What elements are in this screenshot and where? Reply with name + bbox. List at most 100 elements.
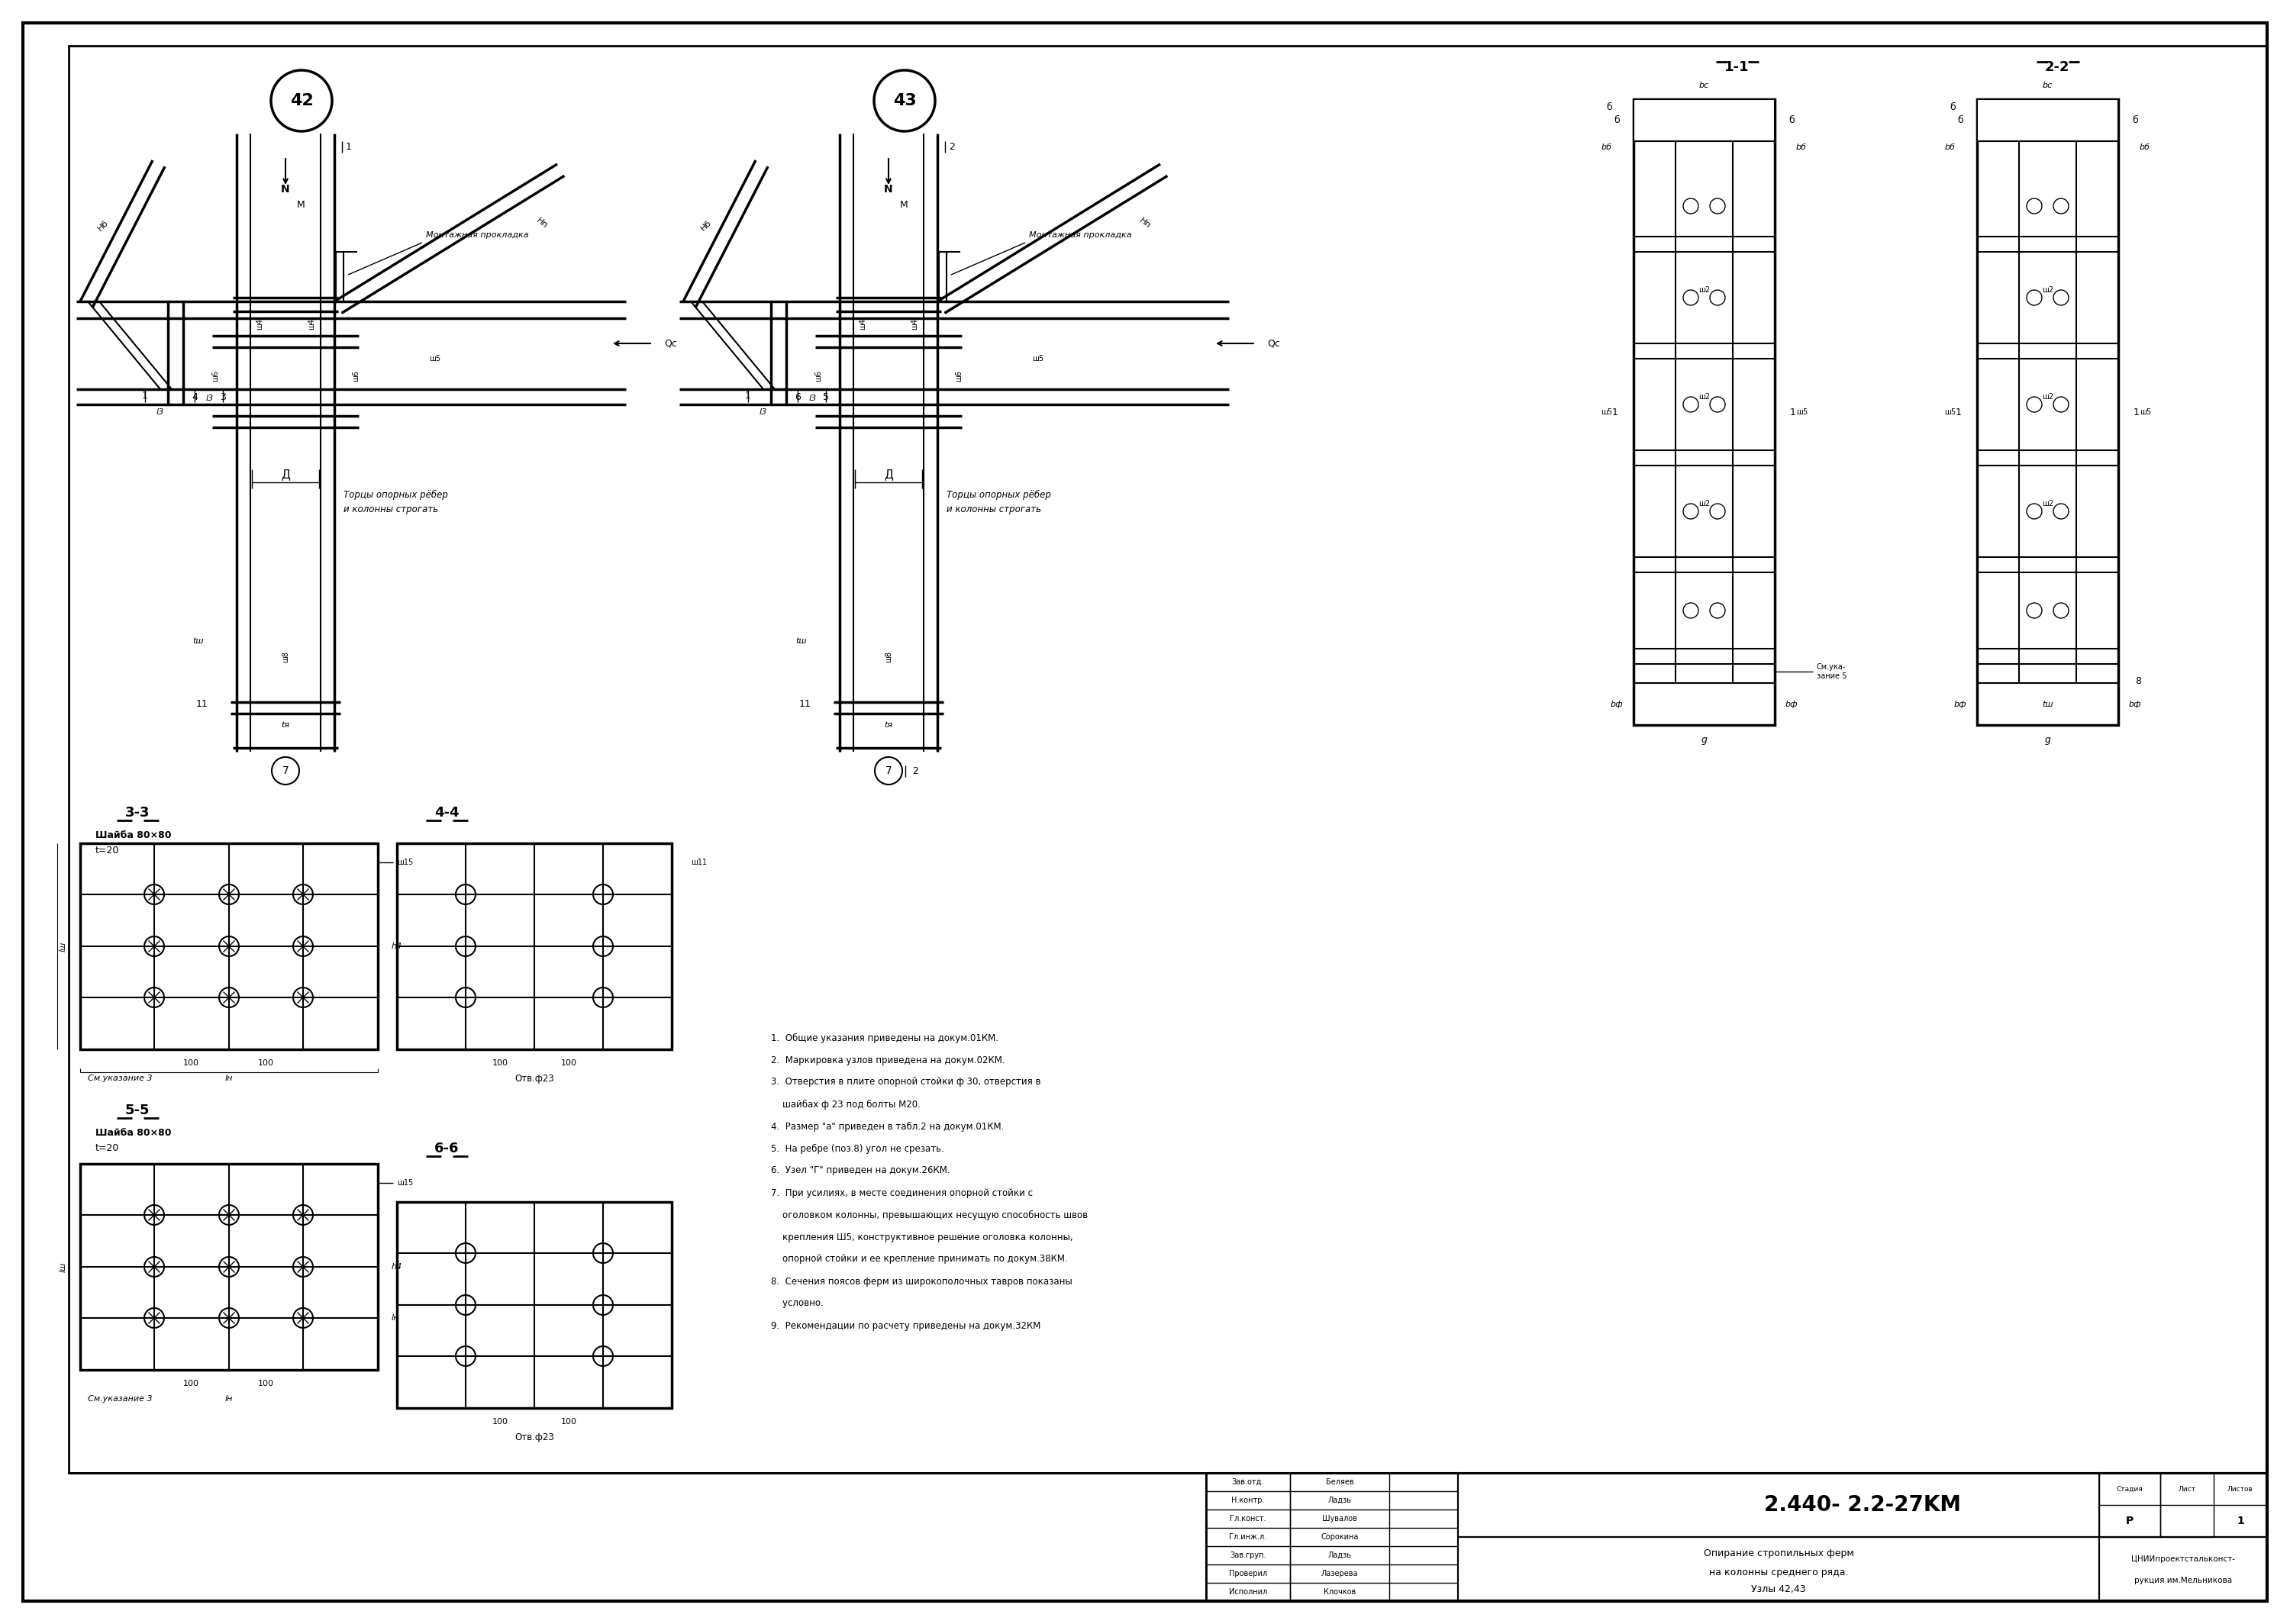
Text: lн: lн [392,1314,398,1322]
Text: g: g [1701,736,1706,745]
Text: Зав.отд.: Зав.отд. [1232,1478,1264,1486]
Text: ш6: ш6 [211,370,220,382]
Text: ш6: ш6 [353,370,360,382]
Text: h4: h4 [392,1263,403,1270]
Text: Нп: Нп [1138,216,1152,229]
Text: 1: 1 [2134,408,2139,417]
Text: l3: l3 [808,395,818,403]
Text: ЦНИИпроектстальконст-: ЦНИИпроектстальконст- [2132,1556,2235,1564]
Text: Qc: Qc [664,338,678,349]
Text: l3: l3 [156,408,165,416]
Text: б: б [2132,115,2139,125]
Text: Нб: Нб [698,218,712,232]
Text: Стадия: Стадия [2116,1486,2143,1492]
Text: lн: lн [224,1075,234,1082]
Text: Опирание стропильных ферм: Опирание стропильных ферм [1704,1548,1853,1557]
Text: Нп: Нп [536,216,550,229]
Text: 1-1: 1-1 [1724,60,1750,75]
Text: Шайба 80×80: Шайба 80×80 [96,1129,172,1138]
Text: ш4: ш4 [911,318,918,330]
Text: 5.  На ребре (поз.8) угол не срезать.: 5. На ребре (поз.8) угол не срезать. [772,1143,943,1153]
Text: tш: tш [2043,700,2054,708]
Text: Зав.груп.: Зав.груп. [1230,1551,1266,1559]
Text: ш2: ш2 [1699,393,1711,401]
Text: Н.контр.: Н.контр. [1232,1497,1264,1504]
Text: и колонны строгать: и колонны строгать [344,505,437,515]
Text: 2: 2 [948,141,955,151]
Text: Торцы опорных рёбер: Торцы опорных рёбер [344,489,449,500]
Text: bб: bб [1795,143,1807,151]
Text: ш2: ш2 [1699,500,1711,507]
Text: bс: bс [2043,81,2052,89]
Text: 3.  Отверстия в плите опорной стойки ф 30, отверстия в: 3. Отверстия в плите опорной стойки ф 30… [772,1077,1040,1086]
Text: tш: tш [797,637,806,645]
Text: Шайба 80×80: Шайба 80×80 [96,831,172,841]
Text: tш: tш [192,637,204,645]
Text: 1: 1 [2237,1515,2244,1527]
Text: 5: 5 [822,391,829,401]
Text: оголовком колонны, превышающих несущую способность швов: оголовком колонны, превышающих несущую с… [772,1210,1088,1220]
Text: ш6: ш6 [955,370,962,382]
Text: Узлы 42,43: Узлы 42,43 [1752,1585,1807,1595]
Bar [80,843,378,1049]
Text: Лист: Лист [2178,1486,2196,1492]
Text: условно.: условно. [772,1299,824,1309]
Text: Ладзь: Ладзь [1328,1551,1351,1559]
Text: ш5: ш5 [1601,408,1612,416]
Text: Р: Р [2125,1515,2134,1527]
Text: Qc: Qc [1266,338,1280,349]
Text: t=20: t=20 [96,846,119,856]
Text: б: б [1605,102,1612,112]
Bar [1633,99,1775,724]
Text: 1.  Общие указания приведены на докум.01КМ.: 1. Общие указания приведены на докум.01К… [772,1033,998,1043]
Text: 6: 6 [795,391,802,401]
Bar [69,45,2267,1473]
Text: ш2: ш2 [2043,393,2054,401]
Text: ш4: ш4 [256,318,263,330]
Text: bф: bф [1786,700,1798,708]
Text: 42: 42 [291,93,314,109]
Text: Нб: Нб [96,218,110,232]
Bar [396,1202,671,1408]
Text: t=20: t=20 [96,1143,119,1153]
Text: и колонны строгать: и колонны строгать [946,505,1042,515]
Text: 7.  При усилиях, в месте соединения опорной стойки с: 7. При усилиях, в месте соединения опорн… [772,1187,1033,1199]
Text: Cм.указание 3: Cм.указание 3 [87,1075,153,1082]
Text: б: б [1958,115,1963,125]
Text: 2-2: 2-2 [2045,60,2070,75]
Text: Гл.конст.: Гл.конст. [1230,1515,1266,1523]
Text: Листов: Листов [2228,1486,2253,1492]
Text: Cм.ука-
зание 5: Cм.ука- зание 5 [1816,663,1846,680]
Text: Исполнил: Исполнил [1230,1588,1266,1596]
Text: tя: tя [282,721,291,729]
Text: Ладзь: Ладзь [1328,1497,1351,1504]
Text: bс: bс [1699,81,1708,89]
Text: tя: tя [884,721,893,729]
Text: 100: 100 [492,1418,508,1426]
Text: N: N [282,184,291,195]
Text: Лазерева: Лазерева [1321,1570,1358,1577]
Text: опорной стойки и ее крепление принимать по докум.38КМ.: опорной стойки и ее крепление принимать … [772,1254,1067,1263]
Text: 11: 11 [799,698,811,708]
Text: 1: 1 [1956,408,1963,417]
Text: ш11: ш11 [692,859,708,866]
Bar [1289,1473,1390,1601]
Text: 8: 8 [2134,676,2141,685]
Text: 100: 100 [561,1418,577,1426]
Text: Отв.ф23: Отв.ф23 [515,1432,554,1442]
Text: bф: bф [2130,700,2141,708]
Bar [2100,1473,2159,1536]
Text: Беляев: Беляев [1326,1478,1353,1486]
Text: 100: 100 [492,1059,508,1067]
Text: Монтажная прокладка: Монтажная прокладка [1028,231,1131,239]
Text: Клочков: Клочков [1324,1588,1356,1596]
Text: рукция им.Мельникова: рукция им.Мельникова [2134,1577,2233,1585]
Text: 43: 43 [893,93,916,109]
Text: 100: 100 [256,1059,275,1067]
Text: ш5: ш5 [1944,408,1956,416]
Bar [2159,1473,2214,1536]
Text: 9.  Рекомендации по расчету приведены на докум.32КМ: 9. Рекомендации по расчету приведены на … [772,1320,1040,1330]
Text: ш5: ш5 [1033,356,1044,362]
Text: шайбах ф 23 под болты М20.: шайбах ф 23 под болты М20. [772,1099,921,1109]
Text: 4.  Размер "а" приведен в табл.2 на докум.01КМ.: 4. Размер "а" приведен в табл.2 на докум… [772,1122,1003,1132]
